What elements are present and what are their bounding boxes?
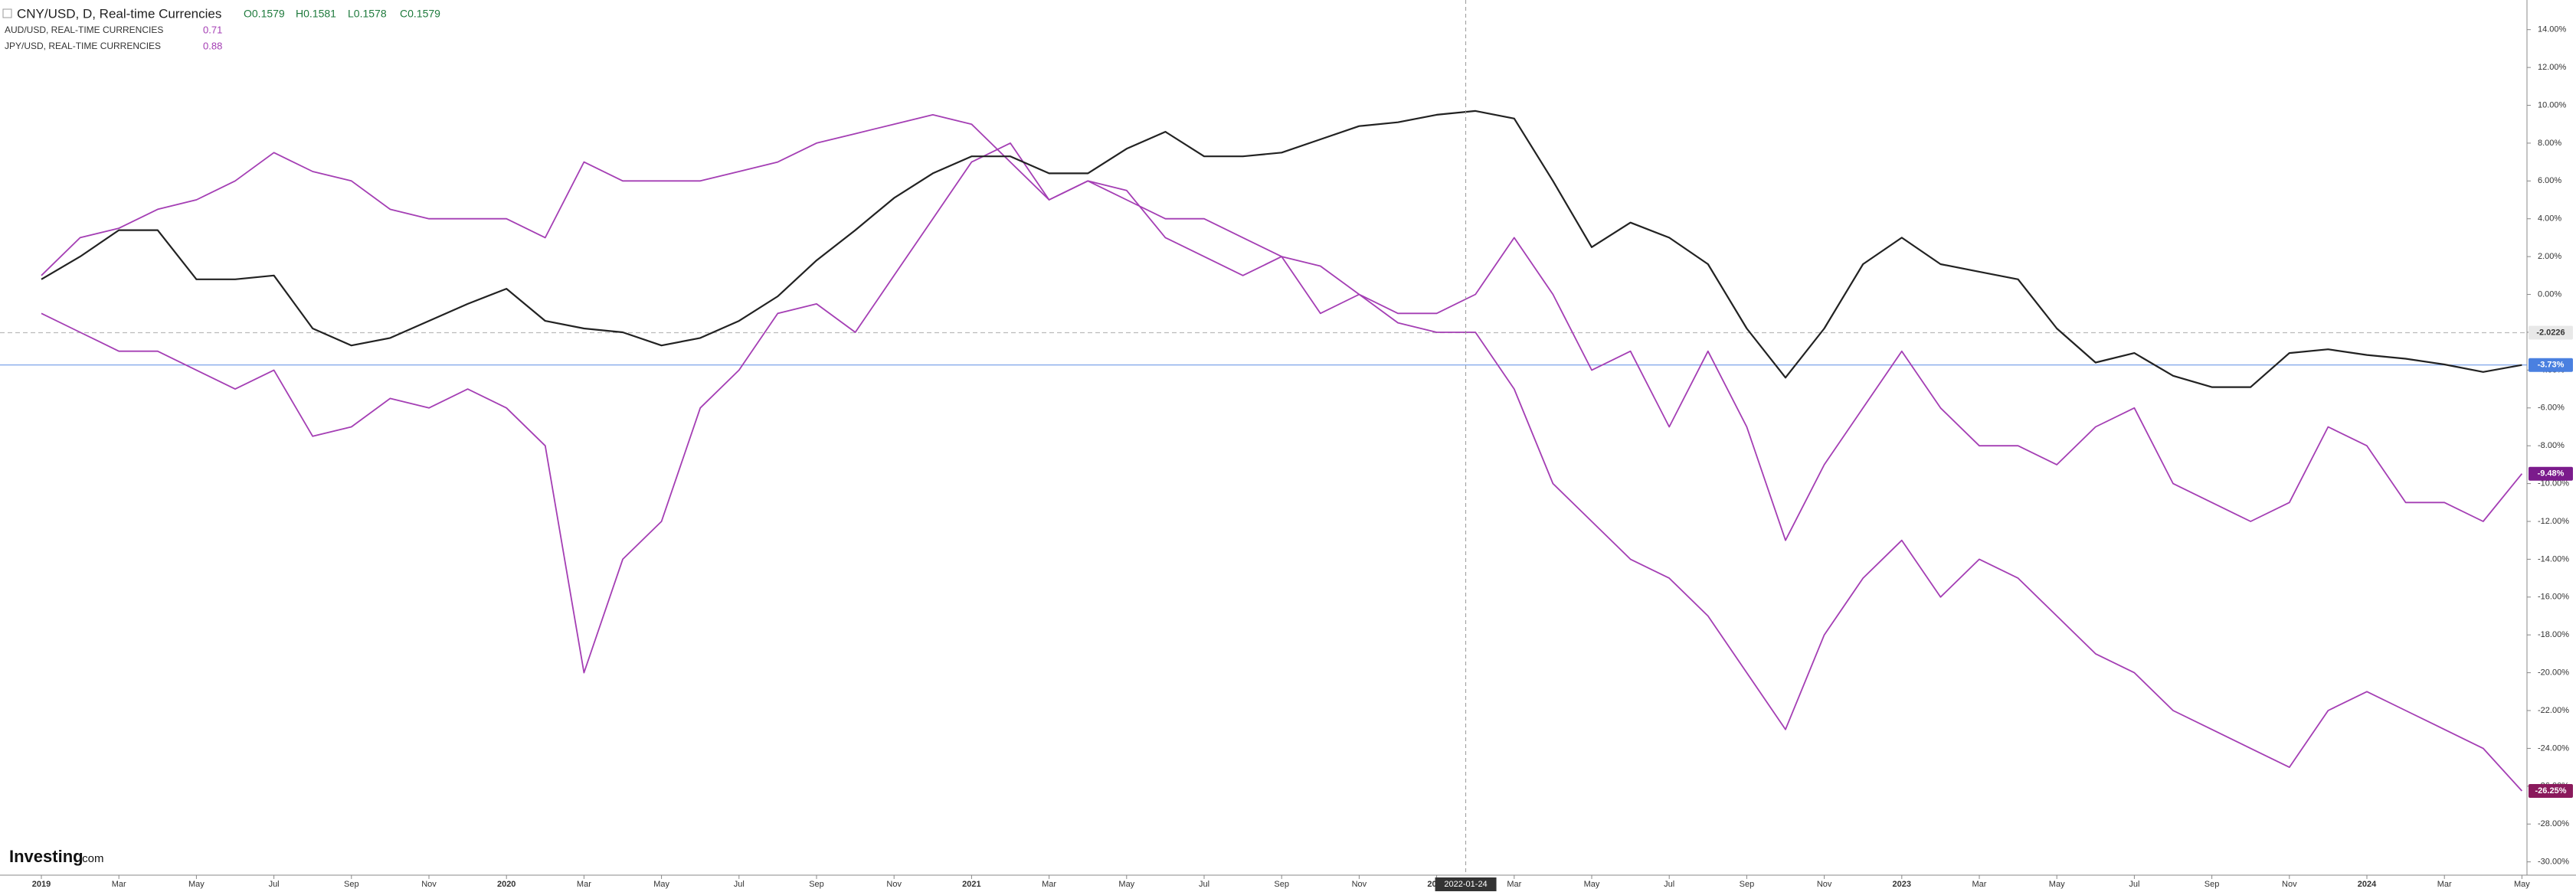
x-tick-label: Sep [809,880,824,889]
y-tick-label: 8.00% [2538,139,2561,148]
y-tick-label: -6.00% [2538,404,2565,413]
x-tick-label: Jul [1664,880,1674,889]
ohlc-value: H0.1581 [296,8,336,20]
price-label-box [2529,784,2573,799]
x-tick-label: Sep [1740,880,1755,889]
y-tick-label: -18.00% [2538,630,2569,639]
x-tick-label: Mar [2437,880,2452,889]
y-tick-label: 6.00% [2538,176,2561,185]
series-line [41,109,2522,388]
y-tick-label: -10.00% [2538,479,2569,488]
ohlc-values: O0.1579 H0.1581 L0.1578 C0.1579 [244,8,440,20]
x-tick-label: May [2514,880,2530,889]
x-tick-label: Nov [1352,880,1367,889]
x-tick-label: May [653,880,669,889]
legend-value: 0.88 [203,40,222,51]
y-tick-label: -12.00% [2538,517,2569,526]
y-tick-label: 2.00% [2538,252,2561,261]
y-tick-label: -30.00% [2538,858,2569,867]
price-label-box [2529,466,2573,481]
x-tick-label: Nov [421,880,437,889]
y-tick-label: 10.00% [2538,100,2567,109]
x-tick-label: Jul [1199,880,1209,889]
x-tick-label: 2019 [32,880,51,889]
x-tick-label: Nov [2282,880,2297,889]
x-tick-label: Mar [577,880,591,889]
x-tick-label: Sep [1274,880,1289,889]
ohlc-value: O0.1579 [244,8,285,20]
x-tick-label: May [1118,880,1134,889]
ohlc-value: C0.1579 [400,8,440,20]
legend-entry[interactable]: JPY/USD, REAL-TIME CURRENCIES [5,41,161,51]
price-label-box [2529,325,2573,340]
brand-suffix: .com [79,852,104,865]
price-label: -26.25% [2535,786,2567,796]
price-label: -3.73% [2538,361,2565,370]
legend-entry[interactable]: AUD/USD, REAL-TIME CURRENCIES [5,25,163,35]
y-tick-label: -20.00% [2538,668,2569,678]
crosshair-label: 2022-01-24 [1444,880,1487,889]
x-tick-label: Jul [269,880,280,889]
x-tick-label: 2024 [2358,880,2377,889]
x-tick-label: Mar [1972,880,1987,889]
y-tick-label: -8.00% [2538,441,2565,450]
x-tick-label: Jul [734,880,745,889]
x-tick-label: May [1584,880,1600,889]
y-tick-label: -16.00% [2538,593,2569,602]
x-tick-label: Nov [886,880,902,889]
price-label: -2.0226 [2536,328,2565,337]
x-tick-label: May [188,880,205,889]
price-label: -9.48% [2538,469,2565,479]
collapse-icon[interactable] [2,8,12,18]
ohlc-value: L0.1578 [348,8,387,20]
x-tick-label: May [2049,880,2065,889]
y-tick-label: -22.00% [2538,706,2569,715]
y-tick-label: 0.00% [2538,289,2561,299]
series-line [41,114,2523,792]
y-tick-label: -14.00% [2538,554,2569,564]
x-tick-label: Nov [1817,880,1832,889]
x-tick-label: Mar [112,880,126,889]
y-tick-label: 4.00% [2538,214,2561,224]
y-tick-label: -24.00% [2538,743,2569,753]
x-tick-label: Sep [2204,880,2220,889]
crosshair-label-box [1435,877,1497,891]
x-tick-label: Mar [1507,880,1521,889]
price-label-box [2529,358,2573,372]
x-tick-label: 2020 [497,880,516,889]
x-tick-label: 2021 [962,880,980,889]
y-tick-label: 12.00% [2538,63,2567,72]
x-tick-label: Mar [1042,880,1056,889]
x-tick-label: 2023 [1893,880,1911,889]
y-tick-label: 14.00% [2538,25,2567,34]
x-tick-label: Jul [2129,880,2139,889]
brand-logo: Investing [9,847,83,866]
x-tick-label: Sep [344,880,359,889]
legend-value: 0.71 [203,24,222,35]
main-series-title: CNY/USD, D, Real-time Currencies [17,6,221,21]
y-tick-label: -28.00% [2538,819,2569,828]
